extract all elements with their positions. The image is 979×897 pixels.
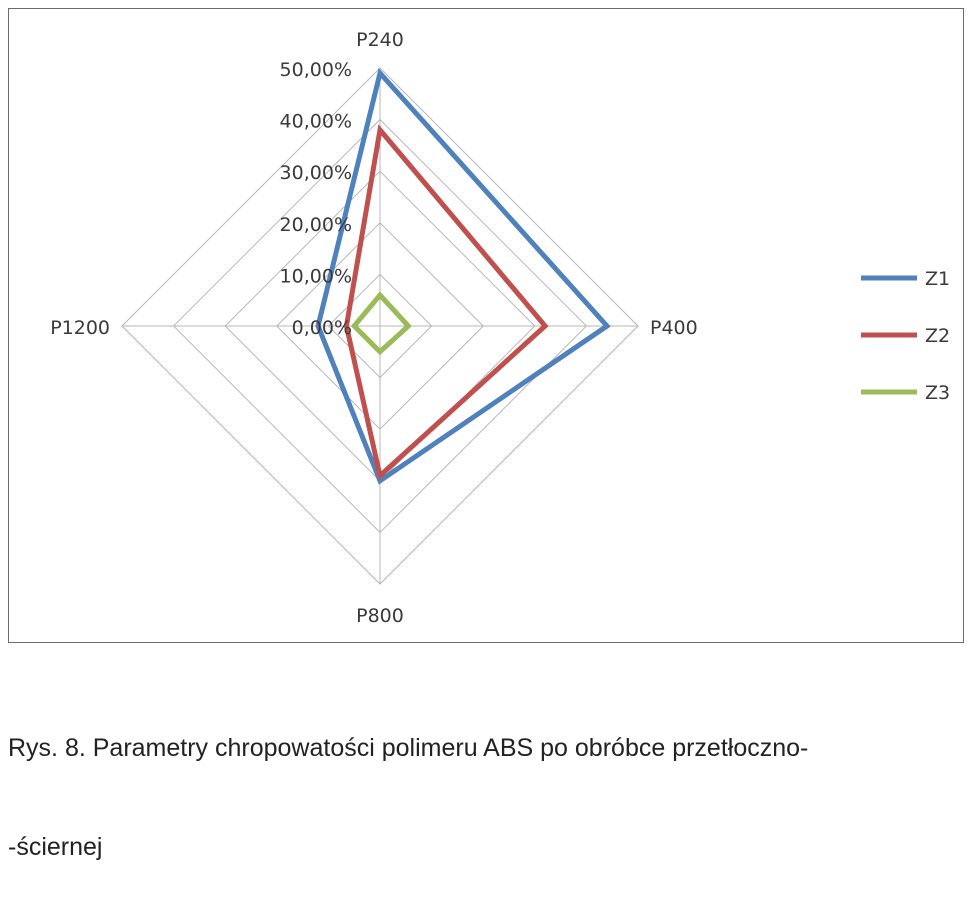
legend-label-z1: Z1 <box>925 268 950 290</box>
category-labels: P240 P400 P800 P1200 <box>50 29 698 627</box>
radial-tick-label: 50,00% <box>280 59 352 81</box>
series-z3-line <box>350 291 412 356</box>
category-label: P240 <box>356 29 404 51</box>
legend-label-z3: Z3 <box>925 382 950 404</box>
radial-tick-label: 40,00% <box>280 111 352 133</box>
radial-tick-label: 20,00% <box>280 214 352 236</box>
legend: Z1 Z2 Z3 <box>861 268 950 404</box>
legend-label-z2: Z2 <box>925 325 950 347</box>
radial-tick-label: 30,00% <box>280 162 352 184</box>
grid <box>121 67 639 585</box>
category-label: P400 <box>650 317 698 339</box>
category-label: P800 <box>356 605 404 627</box>
chart-frame: 0,00% 10,00% 20,00% 30,00% 40,00% 50,00% P240… <box>8 8 964 643</box>
category-label: P1200 <box>50 317 110 339</box>
radial-ticks: 0,00% 10,00% 20,00% 30,00% 40,00% 50,00% <box>280 59 352 339</box>
series-z1-line <box>315 67 611 485</box>
series-layer <box>315 67 611 485</box>
series-z2-line <box>343 124 549 481</box>
figure-caption: Rys. 8. Parametry chropowatości polimeru… <box>8 666 968 897</box>
radar-chart: 0,00% 10,00% 20,00% 30,00% 40,00% 50,00% P240… <box>50 29 950 627</box>
radial-tick-label: 0,00% <box>292 317 352 339</box>
caption-line-2: -ściernej <box>8 833 103 861</box>
radial-tick-label: 10,00% <box>280 265 352 287</box>
